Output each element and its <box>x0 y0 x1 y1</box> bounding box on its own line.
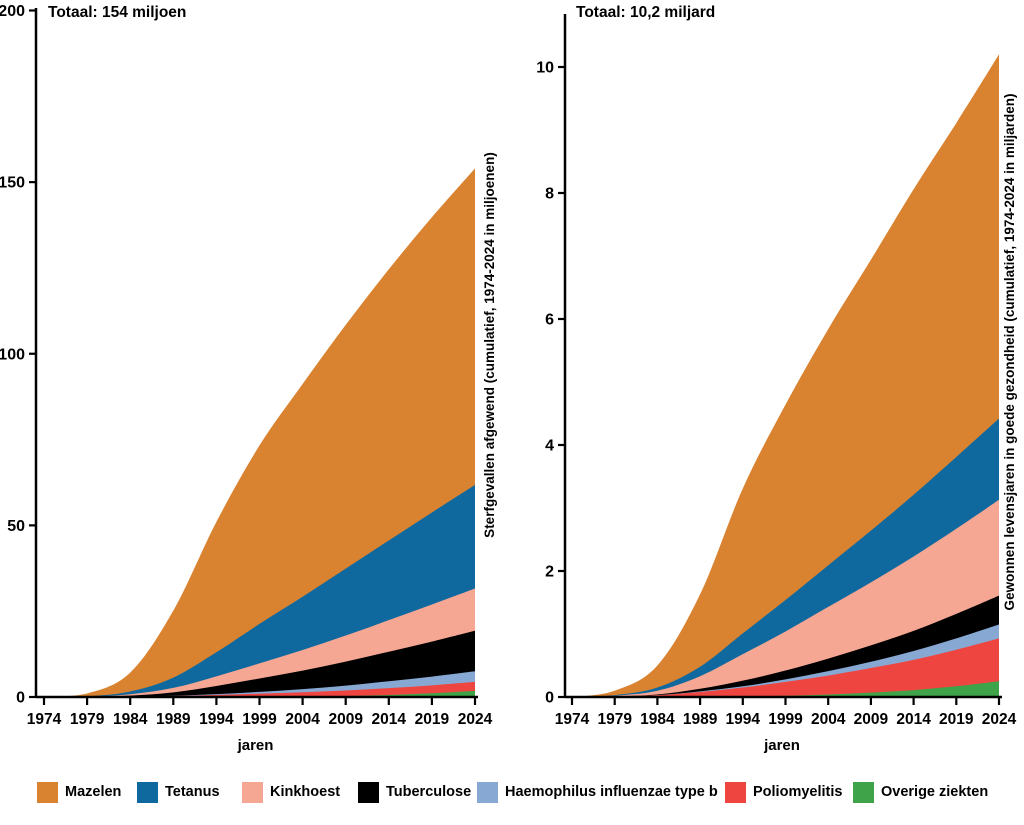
x-tick-label: 2004 <box>285 711 320 728</box>
legend-label: Tetanus <box>165 784 220 800</box>
legend-label: Mazelen <box>65 784 122 800</box>
legend-swatch <box>37 781 58 803</box>
legend-swatch <box>358 781 379 803</box>
legend-item-mazelen: Mazelen <box>37 781 121 803</box>
x-tick-label: 2009 <box>854 711 889 728</box>
legend-swatch <box>853 781 874 803</box>
area-band-tuberculose <box>44 630 475 697</box>
x-tick-label: 2014 <box>372 711 407 728</box>
legend-item-haemophilus-influenzae-type-b: Haemophilus influenzae type b <box>477 781 718 803</box>
x-axis-label: jaren <box>237 737 274 754</box>
legend-label: Tuberculose <box>386 784 472 800</box>
y-tick-label: 0 <box>16 690 25 707</box>
x-tick-label: 1999 <box>768 711 803 728</box>
chart-legend: Mazelen Tetanus Kinkhoest Tuberculose Haemop… <box>0 781 1024 811</box>
y-tick-label: 6 <box>545 312 554 329</box>
legend-label: Kinkhoest <box>270 784 341 800</box>
y-tick-label: 150 <box>0 175 25 192</box>
x-tick-label: 2019 <box>415 711 450 728</box>
x-tick-label: 1974 <box>27 711 62 728</box>
legend-swatch <box>242 781 263 803</box>
x-tick-label: 1989 <box>683 711 718 728</box>
y-tick-label: 2 <box>545 564 554 581</box>
x-tick-label: 1984 <box>640 711 675 728</box>
x-tick-label: 1974 <box>555 711 590 728</box>
legend-swatch <box>137 781 158 803</box>
y-axis-label: Sterfgevallen afgewend (cumulatief, 1974… <box>482 152 497 538</box>
y-tick-label: 8 <box>545 186 554 203</box>
left-chart-deaths-averted: 0 50 100 150 200 1974 1979 1984 1989 1994 1999 2004… <box>0 3 497 754</box>
x-tick-label: 2024 <box>458 711 493 728</box>
legend-item-tuberculose: Tuberculose <box>358 781 471 803</box>
x-tick-label: 1989 <box>156 711 191 728</box>
x-tick-label: 2009 <box>328 711 363 728</box>
legend-item-kinkhoest: Kinkhoest <box>242 781 340 803</box>
y-tick-label: 4 <box>545 438 554 455</box>
chart-title: Totaal: 10,2 miljard <box>576 4 715 21</box>
x-tick-label: 1999 <box>242 711 277 728</box>
x-tick-label: 1984 <box>113 711 148 728</box>
x-tick-label: 2019 <box>939 711 974 728</box>
x-tick-label: 1979 <box>70 711 105 728</box>
y-tick-label: 100 <box>0 346 25 363</box>
legend-item-poliomyelitis: Poliomyelitis <box>725 781 842 803</box>
y-axis-label: Gewonnen levensjaren in goede gezondheid… <box>1002 94 1017 611</box>
y-tick-label: 0 <box>545 690 554 707</box>
legend-label: Poliomyelitis <box>753 784 843 800</box>
legend-item-tetanus: Tetanus <box>137 781 220 803</box>
x-tick-label: 2004 <box>811 711 846 728</box>
legend-label: Haemophilus influenzae type b <box>505 784 718 800</box>
area-band-poliomyelitis <box>572 638 999 697</box>
legend-swatch <box>477 781 498 803</box>
x-tick-label: 1994 <box>199 711 234 728</box>
y-tick-label: 50 <box>7 518 25 535</box>
legend-label: Overige ziekten <box>881 784 989 800</box>
x-tick-label: 1979 <box>597 711 632 728</box>
legend-swatch <box>725 781 746 803</box>
x-tick-label: 2024 <box>982 711 1017 728</box>
right-chart-healthy-life-years: 0 2 4 6 8 10 1974 1979 1984 1989 1994 1999 2004 2009 2… <box>536 4 1017 754</box>
y-tick-label: 10 <box>536 60 554 77</box>
x-axis-label: jaren <box>763 737 800 754</box>
x-tick-label: 2014 <box>896 711 931 728</box>
chart-title: Totaal: 154 miljoen <box>48 4 186 21</box>
area-band-poliomyelitis <box>44 681 475 697</box>
x-tick-label: 1994 <box>726 711 761 728</box>
legend-item-overige-ziekten: Overige ziekten <box>853 781 988 803</box>
y-tick-label: 200 <box>0 3 25 20</box>
area-band-overige-ziekten <box>572 681 999 697</box>
